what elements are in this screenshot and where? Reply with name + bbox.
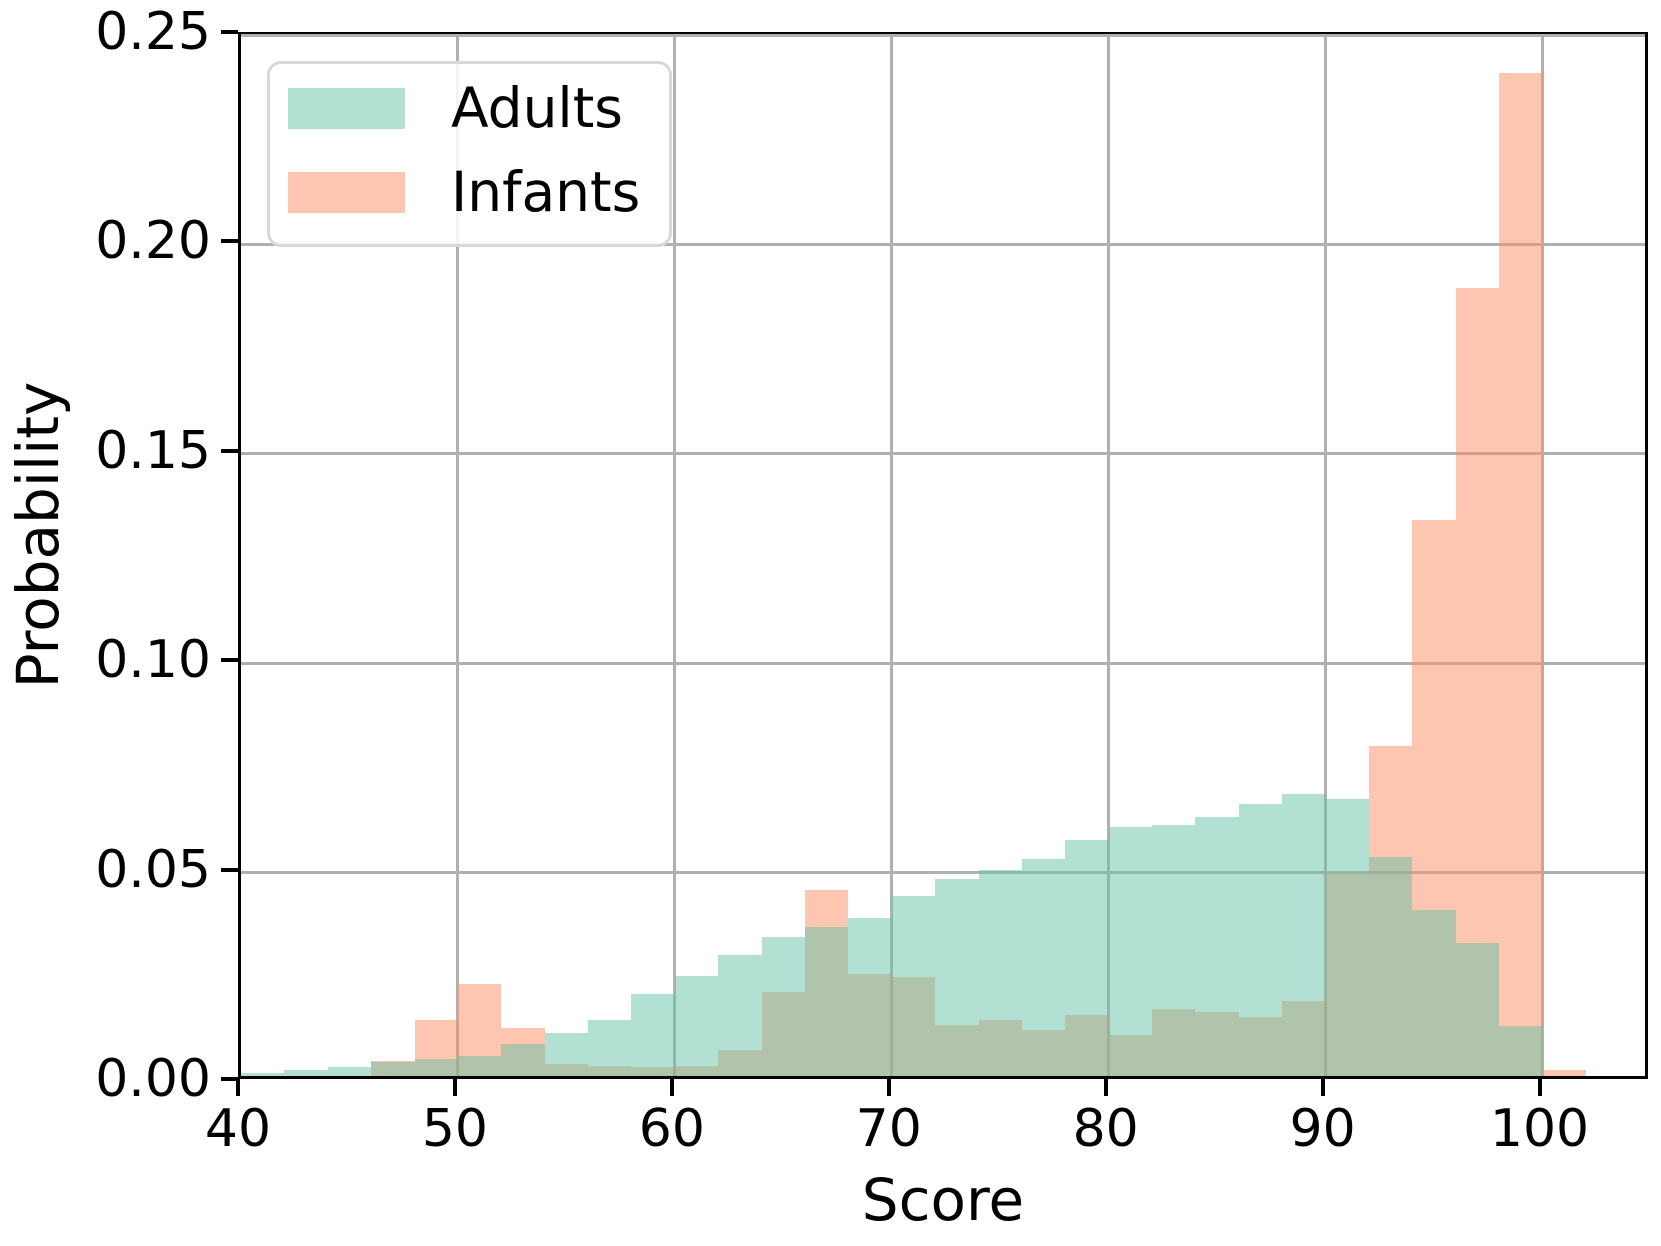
- gridline-x-80: [1107, 35, 1111, 1076]
- bar-adults-54: [544, 1032, 589, 1076]
- x-tick-50: [452, 1079, 457, 1096]
- bar-adults-68: [848, 917, 892, 1076]
- bar-adults-84: [1195, 817, 1239, 1076]
- x-tick-60: [669, 1079, 674, 1096]
- gridline-y-0.1: [241, 661, 1645, 665]
- bar-adults-72: [935, 879, 979, 1076]
- bar-adults-44: [327, 1066, 372, 1076]
- legend-swatch-adults: [288, 88, 405, 129]
- y-tick-0.05: [221, 867, 238, 872]
- bar-adults-42: [284, 1070, 328, 1076]
- bar-adults-40: [241, 1073, 285, 1076]
- bar-adults-50: [457, 1056, 502, 1076]
- bar-adults-90: [1325, 798, 1369, 1076]
- gridline-y-0.2: [241, 242, 1645, 246]
- y-tick-label-0.15: 0.15: [95, 420, 211, 481]
- legend-item-adults: Adults: [288, 76, 623, 140]
- gridline-y-0.05: [241, 871, 1645, 875]
- legend: Adults Infants: [267, 61, 672, 247]
- bar-adults-74: [978, 870, 1022, 1076]
- bar-adults-48: [414, 1059, 458, 1076]
- bar-adults-60: [674, 975, 719, 1076]
- x-tick-label-50: 50: [421, 1099, 488, 1159]
- bar-adults-82: [1152, 824, 1196, 1076]
- y-tick-label-0.10: 0.10: [95, 630, 211, 691]
- plot-area: Adults Infants: [238, 32, 1648, 1079]
- bar-adults-78: [1065, 840, 1109, 1076]
- y-tick-0.10: [221, 658, 238, 663]
- legend-label-infants: Infants: [451, 160, 641, 224]
- bar-infants-98: [1499, 73, 1543, 1076]
- gridline-y-0.15: [241, 452, 1645, 456]
- bar-adults-98: [1499, 1025, 1543, 1076]
- bar-adults-70: [891, 896, 936, 1076]
- gridline-x-50: [456, 35, 460, 1076]
- x-tick-90: [1320, 1079, 1325, 1096]
- bar-adults-88: [1282, 793, 1326, 1076]
- x-tick-label-70: 70: [855, 1099, 922, 1159]
- y-tick-label-0.05: 0.05: [95, 839, 211, 900]
- x-tick-label-90: 90: [1289, 1099, 1356, 1159]
- bar-adults-62: [718, 955, 762, 1076]
- x-axis-title: Score: [861, 1166, 1025, 1234]
- y-tick-0.00: [221, 1077, 238, 1081]
- x-tick-label-60: 60: [638, 1099, 705, 1159]
- bar-infants-100: [1542, 1069, 1586, 1076]
- y-tick-label-0.25: 0.25: [95, 2, 211, 62]
- bar-adults-64: [761, 936, 805, 1076]
- bar-adults-46: [371, 1061, 415, 1076]
- x-tick-100: [1537, 1079, 1542, 1096]
- y-tick-0.25: [221, 30, 238, 34]
- bar-adults-80: [1108, 826, 1153, 1076]
- bar-adults-96: [1455, 942, 1500, 1076]
- bar-adults-58: [631, 994, 675, 1076]
- x-tick-label-40: 40: [204, 1099, 272, 1159]
- x-tick-label-80: 80: [1072, 1099, 1139, 1159]
- gridline-x-70: [890, 35, 894, 1076]
- gridline-y-0.25: [241, 33, 1645, 37]
- gridline-x-60: [673, 35, 677, 1076]
- legend-swatch-infants: [288, 172, 405, 213]
- legend-label-adults: Adults: [451, 76, 623, 140]
- y-tick-0.20: [221, 239, 238, 244]
- y-tick-label-0.20: 0.20: [95, 211, 211, 272]
- bar-adults-52: [501, 1044, 545, 1076]
- y-tick-label-0.00: 0.00: [95, 1049, 211, 1109]
- bar-adults-86: [1238, 804, 1283, 1076]
- x-tick-40: [236, 1079, 240, 1096]
- bar-adults-76: [1021, 858, 1066, 1076]
- x-tick-70: [886, 1079, 891, 1096]
- gridline-x-100: [1541, 35, 1545, 1076]
- x-tick-80: [1103, 1079, 1108, 1096]
- x-tick-label-100: 100: [1489, 1099, 1590, 1159]
- bar-adults-92: [1369, 856, 1413, 1076]
- y-axis-title: Probability: [4, 381, 72, 689]
- bar-adults-94: [1412, 910, 1456, 1076]
- y-tick-0.15: [221, 448, 238, 453]
- gridline-x-90: [1324, 35, 1328, 1076]
- bar-adults-56: [588, 1019, 632, 1076]
- legend-item-infants: Infants: [288, 160, 641, 224]
- bar-adults-66: [805, 926, 849, 1076]
